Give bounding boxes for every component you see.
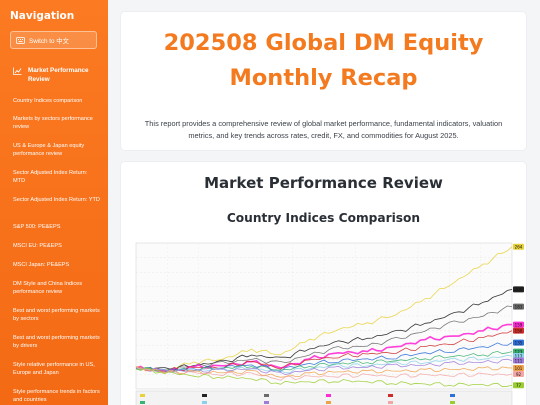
sidebar: Navigation Switch to 中文 Market Performan…: [0, 0, 108, 405]
sidebar-item-label: DM Style and China Indices performance r…: [13, 281, 83, 295]
legend-swatch: [202, 394, 207, 397]
sidebar-item-style-relative[interactable]: Style relative performance in US, Europe…: [0, 362, 104, 377]
keyboard-icon: [16, 36, 25, 44]
section-title: Market Performance Review: [204, 174, 443, 192]
sidebar-item-label: MSCI Japan: PE&EPS: [13, 262, 70, 268]
end-value-text: 183: [515, 304, 523, 309]
sidebar-item-label: Style relative performance in US, Europe…: [13, 362, 95, 376]
legend-swatch: [264, 394, 269, 397]
series-line: [135, 367, 513, 388]
main-content: 202508 Global DM Equity Monthly Recap Th…: [108, 0, 540, 405]
series-line: [135, 366, 513, 378]
legend-swatch: [140, 401, 145, 404]
end-value-label: [513, 382, 524, 389]
legend-swatch: [202, 401, 207, 404]
sidebar-item-label: Best and worst performing markets by dri…: [13, 335, 100, 349]
sidebar-item-label: US & Europe & Japan equity performance r…: [13, 143, 85, 157]
end-value-label: [513, 339, 524, 346]
end-value-text: 159: [515, 322, 523, 327]
end-value-label: [513, 243, 524, 250]
end-value-text: 77: [516, 383, 522, 388]
end-value-label: [513, 357, 524, 364]
legend-swatch: [388, 401, 393, 404]
end-value-text: 123: [515, 349, 523, 354]
series-line: [135, 305, 513, 372]
sidebar-item-msci-eu-pe-eps[interactable]: MSCI EU: PE&EPS: [0, 243, 104, 251]
page-title: 202508 Global DM Equity Monthly Recap: [163, 30, 484, 91]
country-indices-chart: 264 206 183 159 150 135 123 117 111 101 92 77: [126, 241, 526, 405]
legend-swatch: [326, 394, 331, 397]
sidebar-item-us-europe-japan[interactable]: US & Europe & Japan equity performance r…: [0, 143, 104, 158]
report-intro: This report provides a comprehensive rev…: [144, 119, 503, 140]
sidebar-item-label: Style performance trends in factors and …: [13, 389, 100, 403]
language-switch-label: Switch to 中文: [29, 37, 69, 45]
sidebar-item-label: Sector Adjusted Index Return: MTD: [13, 170, 88, 184]
chart-title: Country Indices Comparison: [226, 211, 421, 225]
end-value-text: 111: [515, 358, 523, 363]
end-value-label: [513, 303, 524, 310]
end-value-text: 264: [515, 245, 523, 250]
chart-line-icon: [13, 67, 22, 75]
series-line: [135, 366, 513, 381]
sidebar-item-market-performance-review[interactable]: Market Performance Review: [0, 66, 104, 84]
end-value-label: [513, 371, 524, 378]
legend-box: [135, 390, 513, 405]
sidebar-item-best-worst-drivers[interactable]: Best and worst performing markets by dri…: [0, 335, 104, 350]
sidebar-item-sp500-pe-eps[interactable]: S&P 500: PE&EPS: [0, 224, 104, 232]
legend-swatch: [326, 401, 331, 404]
legend-swatch: [140, 394, 145, 397]
sidebar-item-label: Markets by sectors performance review: [13, 116, 93, 130]
sidebar-item-style-trends[interactable]: Style performance trends in factors and …: [0, 389, 104, 404]
end-value-label: [513, 327, 524, 334]
sidebar-item-label: Best and worst performing markets by sec…: [13, 308, 100, 322]
legend-swatch: [264, 401, 269, 404]
sidebar-item-country-indices[interactable]: Country Indices comparison: [0, 98, 104, 106]
series-line: [135, 354, 513, 374]
end-value-text: 92: [516, 372, 522, 377]
legend-swatch: [388, 394, 393, 397]
sidebar-item-sector-return-mtd[interactable]: Sector Adjusted Index Return: MTD: [0, 170, 104, 185]
sidebar-title: Navigation: [10, 10, 75, 22]
sidebar-item-label: Sector Adjusted Index Return: YTD: [13, 197, 100, 203]
language-switch-button[interactable]: Switch to 中文: [10, 31, 97, 49]
end-value-label: [513, 321, 524, 328]
end-value-text: 150: [515, 328, 523, 333]
sidebar-item-label: MSCI EU: PE&EPS: [13, 243, 62, 249]
sidebar-item-label: Country Indices comparison: [13, 98, 83, 104]
sidebar-item-label: S&P 500: PE&EPS: [13, 224, 61, 230]
sidebar-item-best-worst-sectors[interactable]: Best and worst performing markets by sec…: [0, 308, 104, 323]
sidebar-item-msci-japan-pe-eps[interactable]: MSCI Japan: PE&EPS: [0, 262, 104, 270]
end-value-text: 135: [515, 340, 523, 345]
end-value-text: 206: [515, 287, 523, 292]
end-value-label: [513, 286, 524, 293]
end-value-text: 101: [515, 366, 523, 371]
series-line: [135, 358, 513, 376]
sidebar-item-sector-return-ytd[interactable]: Sector Adjusted Index Return: YTD: [0, 197, 104, 205]
end-value-label: [513, 365, 524, 372]
end-value-text: 117: [515, 354, 523, 359]
sidebar-item-markets-by-sectors[interactable]: Markets by sectors performance review: [0, 116, 104, 131]
legend-swatch: [450, 401, 455, 404]
series-line: [135, 330, 513, 373]
market-performance-card: Market Performance Review Country Indice…: [121, 162, 526, 405]
sidebar-item-label: Market Performance Review: [28, 67, 89, 83]
sidebar-item-dm-style-china[interactable]: DM Style and China Indices performance r…: [0, 281, 104, 296]
legend-swatch: [450, 394, 455, 397]
report-header-card: 202508 Global DM Equity Monthly Recap Th…: [121, 12, 526, 150]
